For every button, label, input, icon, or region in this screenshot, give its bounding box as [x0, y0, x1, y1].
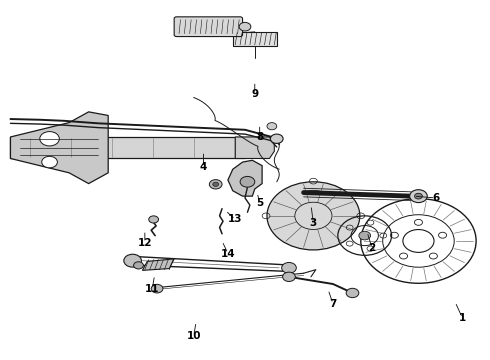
Text: 9: 9: [251, 89, 258, 99]
Circle shape: [283, 272, 295, 282]
Polygon shape: [10, 112, 108, 184]
Polygon shape: [235, 137, 274, 158]
Circle shape: [124, 254, 142, 267]
Circle shape: [149, 216, 159, 223]
Text: 7: 7: [329, 299, 337, 309]
Text: 4: 4: [200, 162, 207, 172]
Circle shape: [239, 22, 251, 31]
Circle shape: [415, 193, 422, 199]
Text: 1: 1: [459, 313, 466, 323]
Circle shape: [267, 123, 277, 130]
FancyBboxPatch shape: [174, 17, 243, 37]
Circle shape: [410, 190, 427, 203]
Circle shape: [213, 182, 219, 186]
Text: 12: 12: [138, 238, 152, 248]
Circle shape: [40, 132, 59, 146]
Circle shape: [151, 284, 163, 293]
FancyBboxPatch shape: [233, 32, 277, 45]
Text: 10: 10: [187, 331, 201, 341]
Text: 8: 8: [256, 132, 263, 142]
Text: 13: 13: [228, 215, 243, 224]
Circle shape: [282, 262, 296, 273]
Text: 5: 5: [256, 198, 263, 208]
Text: 6: 6: [432, 193, 439, 203]
Circle shape: [346, 288, 359, 298]
Text: 11: 11: [145, 284, 159, 294]
Polygon shape: [10, 137, 265, 158]
Circle shape: [267, 182, 360, 250]
Circle shape: [240, 176, 255, 187]
Circle shape: [359, 231, 370, 240]
Circle shape: [209, 180, 222, 189]
Circle shape: [270, 134, 283, 143]
Text: 2: 2: [368, 243, 376, 253]
Polygon shape: [143, 259, 174, 270]
Circle shape: [42, 156, 57, 168]
Text: 14: 14: [220, 248, 235, 258]
Circle shape: [134, 262, 144, 269]
Polygon shape: [228, 160, 262, 196]
Text: 3: 3: [310, 218, 317, 228]
